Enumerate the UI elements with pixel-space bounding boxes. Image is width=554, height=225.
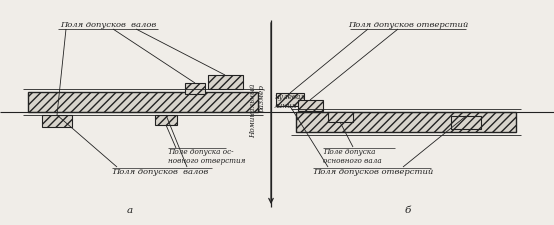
Bar — [28, 93, 258, 112]
Bar — [328, 112, 353, 122]
Bar — [155, 115, 177, 126]
Text: Поля допусков  валов: Поля допусков валов — [60, 21, 156, 29]
Bar — [276, 94, 304, 106]
Bar — [298, 101, 323, 112]
Text: Поле допуска
основного вала: Поле допуска основного вала — [323, 147, 382, 164]
Bar — [296, 112, 516, 132]
Text: а: а — [127, 205, 133, 214]
Bar — [42, 115, 72, 127]
Text: б: б — [405, 205, 411, 214]
Text: нулевая
линия: нулевая линия — [274, 92, 305, 110]
Bar — [185, 84, 205, 94]
Bar — [451, 117, 481, 129]
Text: Поле допуска ос-
новного отверстия: Поле допуска ос- новного отверстия — [168, 147, 245, 164]
Text: Номинальный
размер: Номинальный размер — [249, 83, 266, 137]
Bar — [208, 76, 243, 90]
Text: Поля допусков  валов: Поля допусков валов — [112, 167, 208, 175]
Text: Поля допусков отверстий: Поля допусков отверстий — [313, 167, 433, 175]
Text: Поля допусков отверстий: Поля допусков отверстий — [348, 21, 468, 29]
